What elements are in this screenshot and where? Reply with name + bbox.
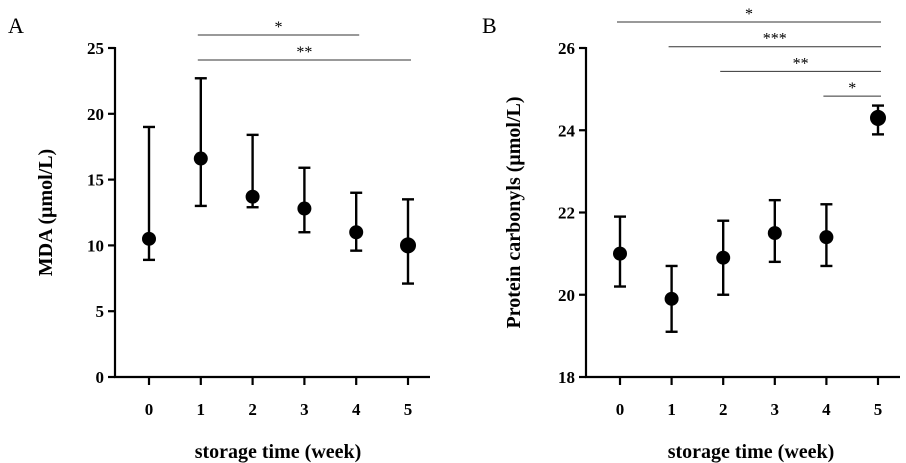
data-point bbox=[245, 189, 260, 204]
significance-label: *** bbox=[763, 31, 787, 48]
panel-letter: B bbox=[482, 13, 497, 38]
data-point bbox=[870, 109, 886, 126]
data-point bbox=[142, 231, 156, 246]
chart-panel-a: A 0 5 10 15 20 25 0 1 2 3 4 5 storage time (week) MDA … bbox=[8, 13, 430, 463]
x-tick-label: 1 bbox=[197, 400, 206, 419]
data-point bbox=[297, 201, 312, 216]
y-tick-label: 10 bbox=[87, 236, 104, 255]
y-tick-label: 20 bbox=[558, 286, 575, 305]
y-tick-label: 15 bbox=[87, 171, 104, 190]
data-point bbox=[613, 246, 627, 261]
x-axis-label: storage time (week) bbox=[195, 441, 362, 463]
y-tick-label: 22 bbox=[558, 204, 575, 223]
y-axis-label: MDA (μmol/L) bbox=[35, 149, 57, 276]
x-tick-label: 0 bbox=[616, 400, 625, 419]
significance-label: ** bbox=[296, 44, 312, 61]
data-point bbox=[193, 151, 208, 166]
panel-letter: A bbox=[8, 13, 24, 38]
data-point bbox=[767, 226, 782, 241]
x-tick-label: 3 bbox=[771, 400, 780, 419]
y-tick-label: 0 bbox=[96, 368, 105, 387]
significance-label: * bbox=[745, 6, 753, 23]
y-tick-label: 20 bbox=[87, 105, 104, 124]
y-tick-label: 5 bbox=[96, 302, 105, 321]
x-tick-label: 2 bbox=[248, 400, 257, 419]
x-tick-label: 1 bbox=[667, 400, 676, 419]
x-tick-label: 5 bbox=[874, 400, 883, 419]
data-point bbox=[716, 250, 731, 265]
y-tick-label: 24 bbox=[558, 121, 576, 140]
y-tick-label: 25 bbox=[87, 39, 104, 58]
data-point bbox=[400, 237, 416, 254]
y-tick-label: 26 bbox=[558, 39, 575, 58]
data-point bbox=[664, 291, 679, 306]
significance-label: * bbox=[848, 80, 856, 97]
x-tick-label: 4 bbox=[352, 400, 361, 419]
y-tick-label: 18 bbox=[558, 368, 575, 387]
significance-label: * bbox=[275, 19, 283, 36]
y-axis-label: Protein carbonyls (μmol/L) bbox=[503, 96, 525, 328]
x-tick-label: 4 bbox=[822, 400, 831, 419]
chart-panel-b: B 18 20 22 24 26 0 1 2 3 4 5 storage time (week) Prot… bbox=[482, 6, 900, 463]
data-point bbox=[349, 225, 364, 240]
significance-label: ** bbox=[793, 55, 809, 72]
x-axis-label: storage time (week) bbox=[668, 441, 835, 463]
x-tick-label: 2 bbox=[719, 400, 728, 419]
x-tick-label: 0 bbox=[145, 400, 154, 419]
x-tick-label: 3 bbox=[300, 400, 309, 419]
data-point bbox=[819, 230, 834, 245]
x-tick-label: 5 bbox=[404, 400, 413, 419]
